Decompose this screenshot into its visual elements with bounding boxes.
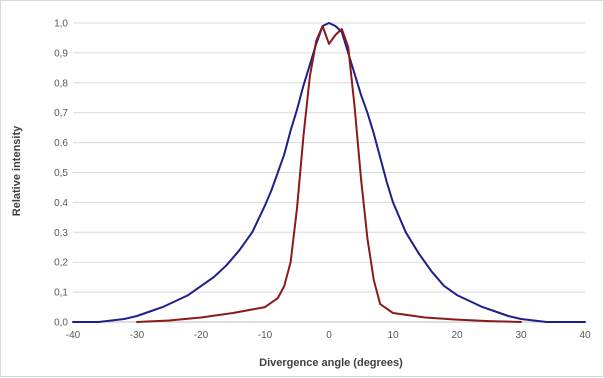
- x-tick-label: 0: [326, 330, 332, 341]
- y-tick-label: 0,0: [54, 318, 68, 329]
- x-tick-label: -20: [194, 330, 209, 341]
- x-tick-label: -30: [130, 330, 145, 341]
- x-tick-label: 40: [579, 330, 591, 341]
- y-tick-label: 0,9: [54, 48, 68, 59]
- x-tick-labels: -40 -30 -20 -10 0 10 20 30 40: [66, 330, 591, 341]
- y-tick-label: 0,4: [54, 198, 68, 209]
- y-axis-title: Relative intensity: [11, 125, 23, 216]
- x-tick-label: 20: [451, 330, 463, 341]
- x-axis-title: Divergence angle (degrees): [259, 357, 403, 369]
- x-tick-label: 10: [387, 330, 399, 341]
- y-tick-label: 0,8: [54, 78, 68, 89]
- series-lines: [72, 22, 586, 323]
- x-tick-label: 30: [515, 330, 527, 341]
- y-tick-label: 1,0: [54, 19, 68, 30]
- y-tick-labels: 0,0 0,1 0,2 0,3 0,4 0,5 0,6 0,7 0,8 0,9 1,0: [54, 19, 68, 329]
- y-tick-label: 0,7: [54, 108, 68, 119]
- y-tick-label: 0,3: [54, 228, 68, 239]
- y-tick-label: 0,1: [54, 288, 68, 299]
- x-tick-label: -10: [258, 330, 273, 341]
- y-tick-label: 0,5: [54, 168, 68, 179]
- gridlines: [73, 22, 585, 293]
- y-tick-label: 0,6: [54, 138, 68, 149]
- series-line-2: [136, 25, 522, 323]
- x-tick-label: -40: [66, 330, 81, 341]
- y-tick-label: 0,2: [54, 258, 68, 269]
- series-line-1: [72, 22, 586, 323]
